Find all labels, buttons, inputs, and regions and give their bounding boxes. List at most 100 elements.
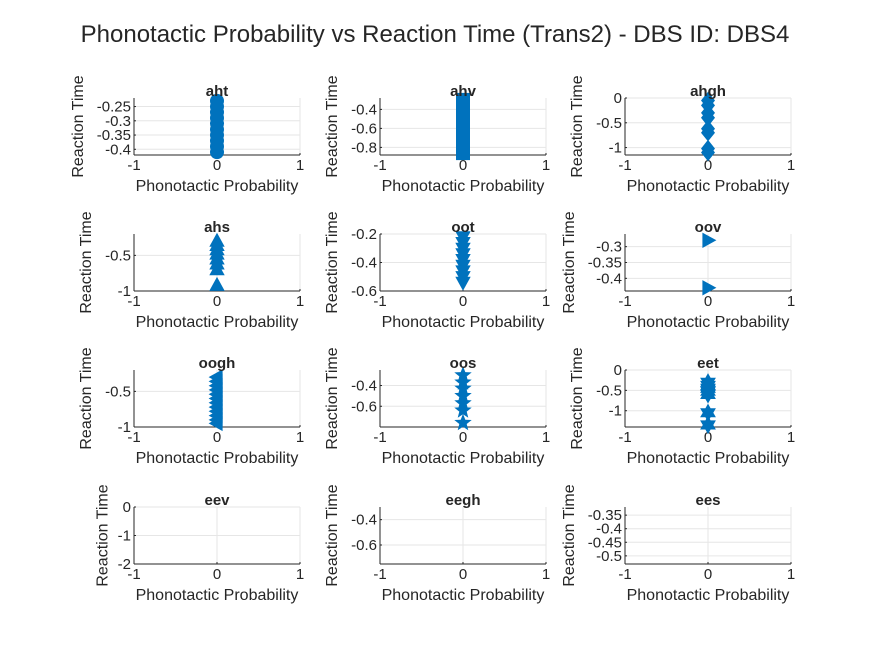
x-axis-label: Phonotactic Probability	[382, 587, 545, 604]
data-point	[210, 145, 224, 160]
x-tick-label: -1	[618, 293, 631, 310]
x-tick-label: -1	[373, 157, 386, 174]
y-tick-label: -2	[118, 556, 131, 573]
x-tick-label: 0	[459, 157, 467, 174]
y-tick-label: -0.5	[596, 548, 622, 565]
subplot-oogh: -1 0 1 -1 -0.5 oogh Phonotactic Probability Rea…	[78, 347, 304, 467]
y-tick-label: -1	[118, 419, 131, 436]
x-tick-label: 1	[296, 429, 304, 446]
x-tick-label: -1	[618, 566, 631, 583]
x-tick-label: 0	[213, 429, 221, 446]
y-tick-label: -0.4	[351, 512, 377, 529]
y-tick-label: -0.5	[596, 115, 622, 132]
subplot-title: oos	[450, 355, 477, 372]
subplot-title: aht	[206, 83, 229, 100]
x-axis-label: Phonotactic Probability	[627, 314, 790, 331]
x-tick-label: -1	[373, 429, 386, 446]
x-tick-label: 1	[542, 157, 550, 174]
subplot-title: oogh	[199, 355, 236, 372]
x-tick-label: 0	[704, 429, 712, 446]
subplot-title: eegh	[445, 492, 480, 509]
y-tick-label: -0.6	[351, 537, 377, 554]
subplot-title: ahs	[204, 219, 230, 236]
x-axis-label: Phonotactic Probability	[627, 587, 790, 604]
data-point	[702, 232, 717, 248]
subplot-title: ees	[695, 492, 720, 509]
x-tick-label: 0	[213, 157, 221, 174]
x-tick-label: 1	[296, 157, 304, 174]
x-tick-label: 0	[704, 157, 712, 174]
subplot-ahs: -1 0 1 -1 -0.5 ahs Phonotactic Probability Reac…	[78, 211, 304, 331]
y-tick-label: 0	[614, 90, 622, 107]
y-tick-label: -0.35	[97, 127, 131, 144]
subplot-ahgh: -1 0 1 -1 -0.5 0 ahgh Phonotactic Probability Re…	[569, 75, 795, 195]
x-tick-label: -1	[373, 293, 386, 310]
y-tick-label: -0.35	[588, 255, 622, 272]
y-axis-label: Reaction Time	[324, 75, 341, 177]
y-tick-label: -0.4	[351, 101, 377, 118]
data-point	[701, 143, 715, 162]
y-tick-label: -1	[609, 403, 622, 420]
x-tick-label: 0	[459, 293, 467, 310]
subplot-title: ahgh	[690, 83, 726, 100]
x-axis-label: Phonotactic Probability	[136, 314, 299, 331]
x-tick-label: 0	[213, 293, 221, 310]
data-point	[208, 415, 223, 432]
x-tick-label: -1	[618, 157, 631, 174]
y-tick-label: -0.4	[105, 141, 131, 158]
y-tick-label: -0.3	[105, 113, 131, 130]
y-tick-label: -0.4	[596, 521, 622, 538]
data-point	[700, 385, 716, 404]
data-point	[456, 146, 470, 161]
y-tick-label: -0.4	[351, 378, 377, 395]
x-axis-label: Phonotactic Probability	[627, 450, 790, 467]
data-point	[454, 413, 472, 431]
y-tick-label: -1	[118, 283, 131, 300]
subplot-oos: -1 0 1 -0.6 -0.4 oos Phonotactic Probability Re…	[324, 347, 550, 467]
y-axis-label: Reaction Time	[70, 75, 87, 177]
y-tick-label: -0.5	[105, 383, 131, 400]
x-axis-label: Phonotactic Probability	[382, 450, 545, 467]
x-tick-label: 0	[213, 566, 221, 583]
y-axis-label: Reaction Time	[569, 347, 586, 449]
y-axis-label: Reaction Time	[324, 347, 341, 449]
x-tick-label: -1	[618, 429, 631, 446]
y-tick-label: -1	[118, 528, 131, 545]
y-tick-label: -0.8	[351, 139, 377, 156]
data-point	[700, 415, 716, 435]
data-point	[455, 276, 471, 291]
y-tick-label: -0.4	[596, 270, 622, 287]
x-tick-label: -1	[127, 293, 140, 310]
x-axis-label: Phonotactic Probability	[627, 178, 790, 195]
subplot-eet: -1 0 1 -1 -0.5 0 eet Phonotactic Probability Rea…	[569, 347, 795, 467]
x-tick-label: 1	[787, 293, 795, 310]
y-axis-label: Reaction Time	[95, 484, 112, 586]
data-point	[702, 280, 717, 296]
subplot-title: ahv	[450, 83, 477, 100]
x-axis-label: Phonotactic Probability	[382, 178, 545, 195]
x-tick-label: -1	[127, 429, 140, 446]
y-tick-label: -0.3	[596, 239, 622, 256]
figure-title: Phonotactic Probability vs Reaction Time…	[81, 21, 790, 48]
x-tick-label: -1	[373, 566, 386, 583]
data-point	[209, 276, 225, 291]
x-tick-label: 1	[542, 429, 550, 446]
x-tick-label: 1	[787, 429, 795, 446]
x-tick-label: 1	[787, 157, 795, 174]
subplot-eegh: -1 0 1 -0.6 -0.4 eegh Phonotactic Probability R…	[324, 484, 550, 604]
x-tick-label: -1	[127, 157, 140, 174]
y-axis-label: Reaction Time	[324, 211, 341, 313]
subplot-ees: -1 0 1 -0.5-0.45-0.4-0.35 ees Phonotactic Pro…	[561, 484, 795, 604]
x-tick-label: 1	[296, 293, 304, 310]
y-axis-label: Reaction Time	[569, 75, 586, 177]
y-tick-label: -0.6	[351, 398, 377, 415]
y-axis-label: Reaction Time	[78, 211, 95, 313]
x-axis-label: Phonotactic Probability	[136, 587, 299, 604]
y-tick-label: -0.6	[351, 283, 377, 300]
y-tick-label: 0	[614, 362, 622, 379]
subplot-oov: -1 0 1 -0.4-0.35-0.3 oov Phonotactic Probabil…	[561, 211, 795, 331]
y-axis-label: Reaction Time	[78, 347, 95, 449]
y-tick-label: -0.25	[97, 99, 131, 116]
